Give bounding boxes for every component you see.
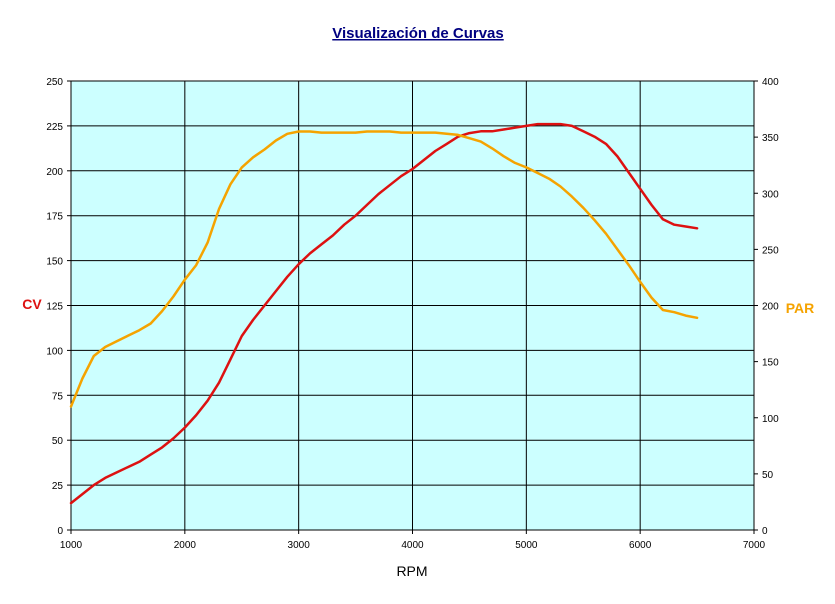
grid-lines [70,80,755,531]
y-axis-label: CV [22,296,42,312]
y-tick-label: 200 [46,167,63,178]
x-tick-label: 1000 [60,540,83,551]
x-tick-label: 5000 [515,540,538,551]
y2-tick-label: 100 [762,414,779,425]
x-axis-ticks: 1000 2000 3000 4000 5000 6000 7000 [60,530,766,551]
y2-axis-ticks: 0 50 100 150 200 250 300 350 400 [754,77,779,537]
y-tick-label: 0 [57,526,63,537]
y2-tick-label: 400 [762,77,779,88]
y2-tick-label: 350 [762,133,779,144]
y-axis-ticks: 0 25 50 75 100 125 150 175 200 225 250 [46,77,71,537]
y-tick-label: 225 [46,122,63,133]
y-tick-label: 175 [46,212,63,223]
series-layer [69,122,699,505]
y-tick-label: 250 [46,77,63,88]
x-tick-label: 6000 [629,540,652,551]
series-line-cv [69,122,699,505]
y2-tick-label: 150 [762,358,779,369]
series-line-par [69,130,699,408]
y-tick-label: 125 [46,302,63,313]
chart-title: Visualización de Curvas [332,25,503,42]
x-tick-label: 2000 [174,540,197,551]
y2-tick-label: 0 [762,526,768,537]
y-tick-label: 100 [46,346,63,357]
x-tick-label: 3000 [288,540,311,551]
y2-tick-label: 200 [762,302,779,313]
y-tick-label: 50 [52,436,64,447]
y2-tick-label: 250 [762,245,779,256]
y-tick-label: 25 [52,481,64,492]
y2-axis-label: PAR [786,300,815,316]
x-tick-label: 7000 [743,540,766,551]
y2-tick-label: 50 [762,470,774,481]
y-tick-label: 75 [52,391,64,402]
x-axis-label: RPM [396,563,427,579]
y2-tick-label: 300 [762,189,779,200]
x-tick-label: 4000 [401,540,424,551]
y-tick-label: 150 [46,257,63,268]
